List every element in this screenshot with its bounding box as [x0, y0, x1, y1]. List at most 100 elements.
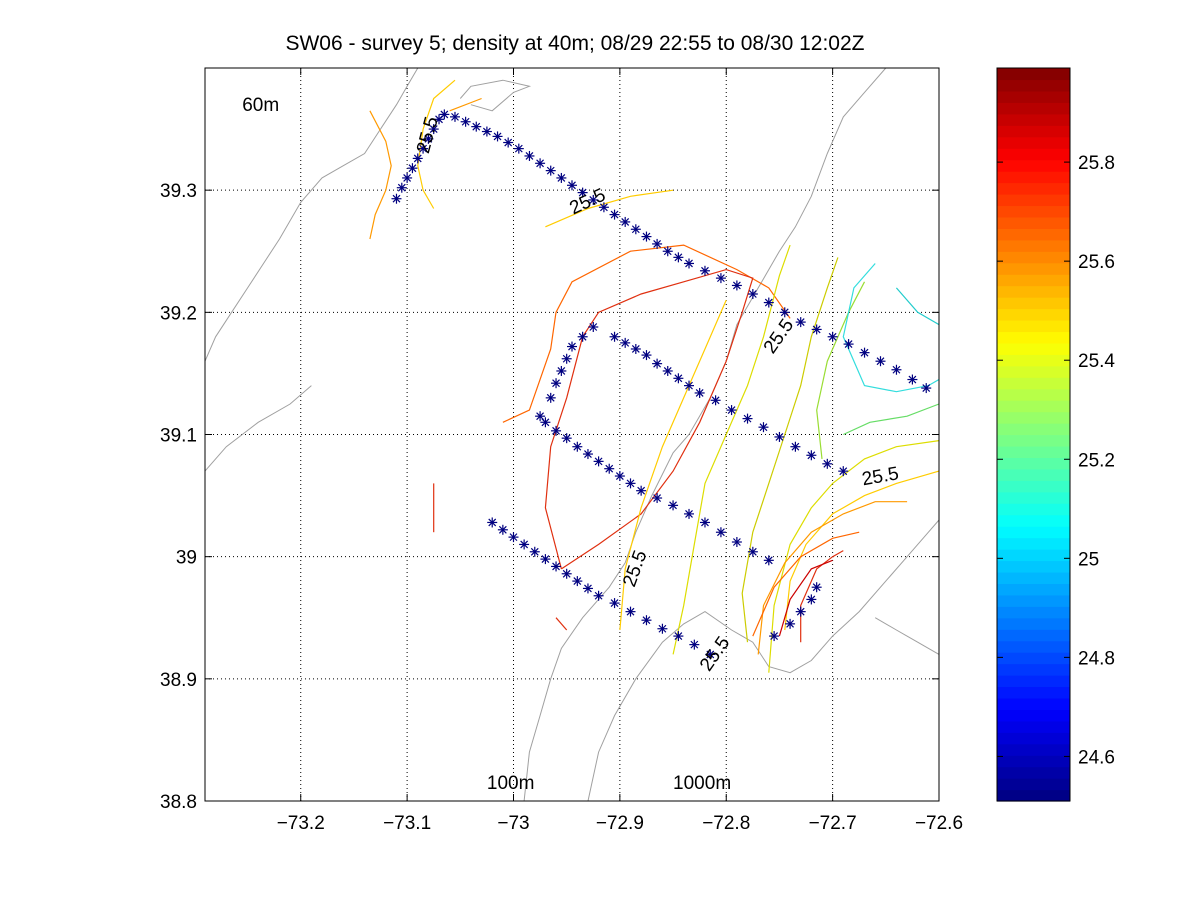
- station-marker: [668, 500, 679, 511]
- marker-stroke: [397, 183, 406, 192]
- coastline: [874, 617, 940, 655]
- station-marker: [859, 347, 870, 358]
- colorbar-band: [997, 400, 1070, 413]
- marker-stroke: [695, 389, 704, 397]
- marker-stroke: [653, 494, 662, 502]
- marker-stroke: [599, 203, 608, 212]
- station-marker: [684, 258, 695, 269]
- station-markers: [391, 109, 932, 660]
- density-contour: [545, 189, 674, 228]
- station-marker: [561, 353, 572, 364]
- station-marker: [652, 358, 663, 369]
- colorbar-band: [997, 675, 1070, 688]
- colorbar-band: [997, 457, 1070, 470]
- colorbar-tick-label: 24.6: [1078, 747, 1115, 768]
- station-marker: [492, 131, 503, 142]
- marker-stroke: [610, 332, 619, 341]
- marker-stroke: [403, 174, 412, 182]
- marker-stroke: [791, 442, 800, 451]
- marker-stroke: [727, 406, 736, 414]
- marker-stroke: [573, 442, 582, 451]
- colorbar-frame: [996, 67, 1071, 802]
- colorbar-band: [997, 606, 1070, 619]
- station-marker: [699, 265, 710, 276]
- density-contour: [757, 501, 908, 655]
- density-contour: [417, 79, 456, 209]
- marker-stroke: [552, 562, 560, 571]
- colorbar-band: [997, 148, 1070, 161]
- colorbar-band: [997, 594, 1070, 607]
- colorbar-band: [997, 411, 1070, 424]
- marker-stroke: [642, 232, 651, 241]
- station-marker: [582, 449, 593, 460]
- colorbar-band: [997, 491, 1070, 504]
- marker-stroke: [482, 127, 491, 136]
- marker-stroke: [546, 393, 555, 402]
- marker-stroke: [711, 396, 720, 405]
- density-contour: [778, 559, 833, 637]
- marker-stroke: [828, 332, 837, 341]
- marker-stroke: [631, 345, 640, 353]
- station-marker: [551, 425, 562, 436]
- depth-label: 100m: [487, 773, 535, 794]
- station-marker: [593, 456, 604, 467]
- marker-stroke: [589, 196, 598, 204]
- station-marker: [412, 153, 423, 164]
- marker-stroke: [770, 632, 779, 640]
- station-marker: [561, 433, 572, 444]
- x-tick-label: −73.1: [383, 813, 431, 834]
- marker-stroke: [690, 640, 699, 649]
- colorbar: 24.6 24.8 25 25.2 25.4 25.6 25.8: [996, 67, 1115, 802]
- colorbar-band: [997, 274, 1070, 287]
- station-marker: [779, 307, 790, 318]
- station-marker: [636, 485, 647, 496]
- marker-stroke: [748, 290, 757, 298]
- marker-stroke: [584, 450, 592, 458]
- colorbar-band: [997, 720, 1070, 733]
- colorbar-band: [997, 342, 1070, 355]
- station-marker: [625, 478, 636, 489]
- marker-stroke: [669, 501, 677, 510]
- station-marker: [731, 537, 742, 548]
- station-marker: [556, 172, 567, 183]
- marker-stroke: [530, 547, 539, 556]
- station-marker: [598, 202, 609, 213]
- density-contour: [816, 281, 866, 459]
- marker-stroke: [589, 323, 598, 331]
- density-contour: [544, 268, 754, 570]
- marker-stroke: [732, 538, 741, 546]
- station-marker: [689, 639, 700, 650]
- station-marker: [891, 364, 902, 375]
- marker-stroke: [584, 584, 592, 593]
- colorbar-band: [997, 319, 1070, 333]
- station-marker: [694, 387, 705, 398]
- marker-stroke: [685, 259, 693, 268]
- colorbar-band: [997, 549, 1070, 562]
- marker-stroke: [807, 451, 816, 460]
- x-tick-label: −72.9: [596, 813, 644, 834]
- marker-stroke: [775, 433, 784, 441]
- station-marker: [715, 527, 726, 538]
- station-marker: [715, 273, 726, 284]
- marker-stroke: [504, 138, 513, 147]
- marker-stroke: [717, 528, 725, 537]
- depth-label: 1000m: [673, 773, 731, 794]
- station-marker: [731, 280, 742, 291]
- marker-stroke: [562, 569, 571, 578]
- plot-background: [205, 68, 939, 801]
- marker-stroke: [514, 144, 523, 153]
- coastline: [204, 67, 419, 362]
- station-marker: [572, 441, 583, 452]
- station-marker: [641, 615, 652, 626]
- marker-stroke: [701, 518, 709, 527]
- station-marker: [577, 331, 588, 342]
- colorbar-band: [997, 331, 1070, 344]
- marker-stroke: [743, 414, 752, 423]
- colorbar-band: [997, 686, 1070, 699]
- colorbar-band: [997, 583, 1070, 596]
- marker-stroke: [807, 595, 816, 604]
- x-tick-label: −73.2: [277, 813, 325, 834]
- colorbar-band: [997, 663, 1070, 676]
- station-marker: [418, 143, 429, 154]
- station-marker: [774, 431, 785, 442]
